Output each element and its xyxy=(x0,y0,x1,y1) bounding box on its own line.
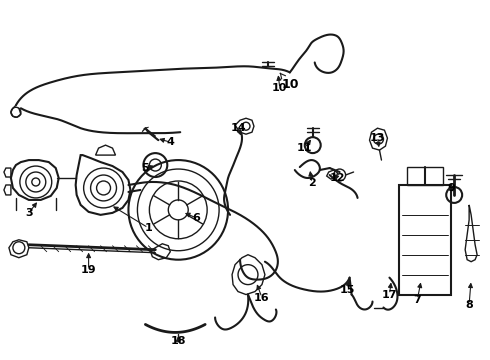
Text: 2: 2 xyxy=(308,178,316,188)
Text: 16: 16 xyxy=(254,293,270,302)
Text: 13: 13 xyxy=(370,133,385,143)
Text: 6: 6 xyxy=(192,213,200,223)
Text: 9: 9 xyxy=(447,183,455,193)
Text: 17: 17 xyxy=(382,289,397,300)
Text: 14: 14 xyxy=(230,123,246,133)
Text: 4: 4 xyxy=(166,137,174,147)
Text: 5: 5 xyxy=(142,163,149,173)
Text: 11: 11 xyxy=(297,143,313,153)
Text: 8: 8 xyxy=(466,300,473,310)
Text: 15: 15 xyxy=(340,284,355,294)
Text: 3: 3 xyxy=(25,208,33,218)
Text: 7: 7 xyxy=(414,294,421,305)
Text: 12: 12 xyxy=(330,173,345,183)
Text: 10: 10 xyxy=(280,73,298,91)
Text: 10: 10 xyxy=(272,84,288,93)
Text: 18: 18 xyxy=(171,336,186,346)
Text: 19: 19 xyxy=(81,265,97,275)
Text: 1: 1 xyxy=(145,223,152,233)
